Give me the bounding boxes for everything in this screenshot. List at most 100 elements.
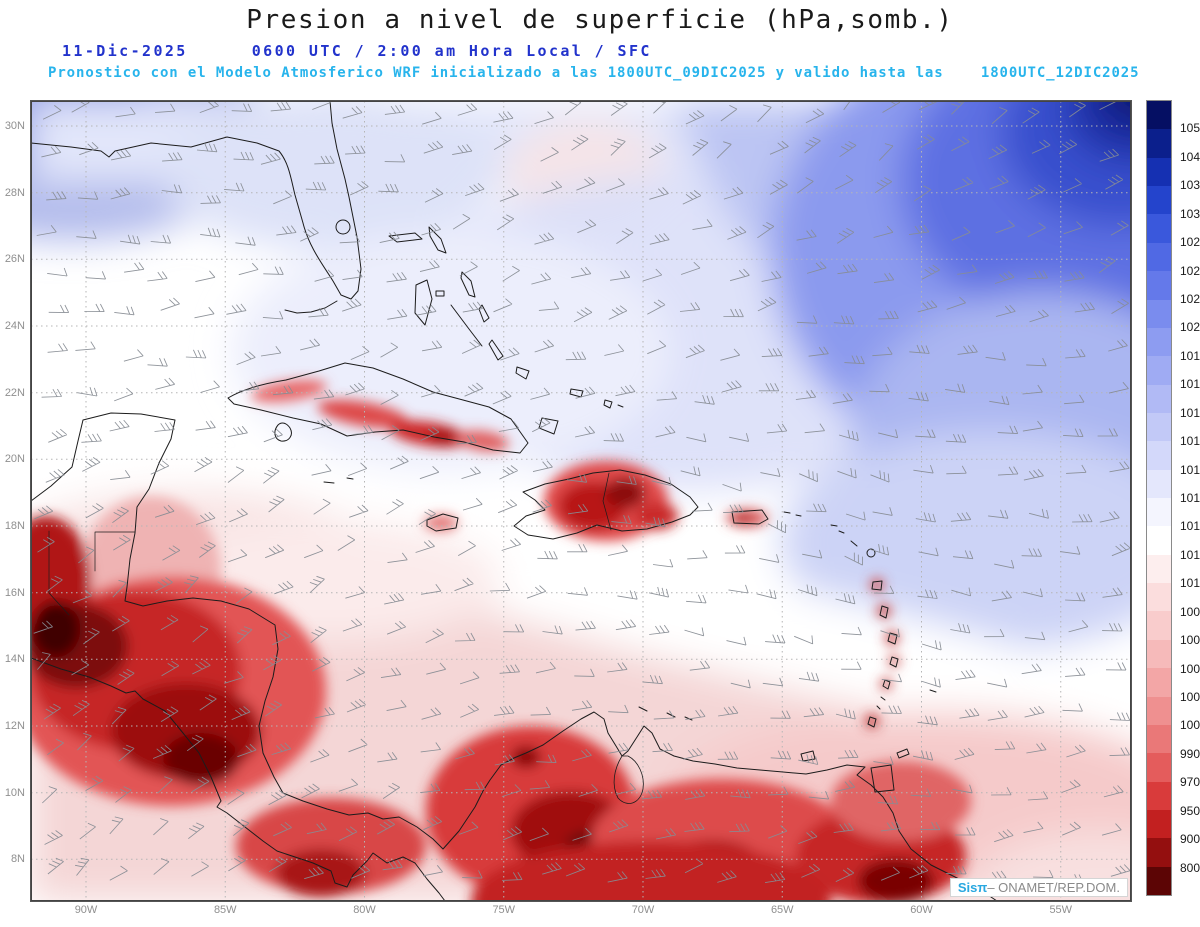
coast-cat-island [478, 304, 490, 323]
colorbar-label: 1035 [1180, 178, 1200, 193]
colorbar-label: 1028 [1180, 235, 1200, 250]
colorbar-segment [1147, 412, 1171, 442]
wind-barbs-path [33, 91, 1131, 884]
border-belize-guatemala [94, 531, 136, 572]
colorbar-label: 900 [1180, 832, 1200, 847]
watermark-brand: Sisπ [957, 880, 988, 895]
colorbar-segment [1147, 838, 1171, 867]
coast-trinidad [870, 764, 895, 793]
header-datetime-line: 11-Dic-2025 0600 UTC / 2:00 am Hora Local… [62, 42, 652, 60]
coast-cuba [227, 362, 529, 454]
lon-axis: 90W 85W 80W 75W 70W 65W 60W 55W [31, 904, 1131, 920]
coast-margarita [800, 750, 816, 762]
coast-turks-caicos [603, 399, 624, 409]
colorbar-segment [1147, 271, 1171, 300]
coast-dominica [879, 605, 889, 619]
coast-grenada [867, 716, 877, 728]
colorbar-label: 1000 [1180, 718, 1200, 733]
colorbar-label: 1040 [1180, 149, 1200, 164]
colorbar-segment [1147, 242, 1171, 272]
coast-st-martin [830, 524, 845, 534]
colorbar-segment [1147, 668, 1171, 697]
lat-label: 8N [10, 853, 25, 866]
colorbar-label: 1050 [1180, 121, 1200, 136]
grid-lines [31, 101, 1131, 901]
lon-label: 85W [213, 904, 237, 916]
colorbar-track [1146, 100, 1172, 896]
colorbar-label: 1018 [1180, 377, 1200, 392]
watermark-credit: – ONAMET/REP.DOM. [987, 880, 1120, 895]
colorbar-segment [1147, 157, 1171, 187]
colorbar: 1050 1040 1035 1030 1028 1025 1022 1020 1019 1018… [1146, 100, 1200, 896]
border-mexico-guatemala [48, 530, 70, 616]
colorbar-segment [1147, 327, 1171, 357]
coastlines [30, 100, 998, 902]
colorbar-label: 1017 [1180, 405, 1200, 420]
colorbar-label: 1008 [1180, 604, 1200, 619]
lat-label: 18N [4, 519, 25, 532]
lon-label: 65W [770, 904, 794, 916]
coast-new-providence [435, 290, 445, 297]
page-title: Presion a nivel de superficie (hPa,somb.… [246, 5, 954, 35]
lon-label: 60W [910, 904, 933, 916]
coast-tobago [896, 748, 910, 759]
lat-label: 22N [4, 386, 25, 399]
coast-st-vincent [882, 679, 891, 690]
lat-axis: 30N 28N 26N 24N 22N 20N 18N 16N 14N 12N 10N 8N [0, 101, 27, 901]
colorbar-segment [1147, 639, 1171, 669]
map-frame: Sisπ– ONAMET/REP.DOM. [0, 21, 1200, 927]
coast-gulf-florida [30, 100, 362, 300]
lon-label: 80W [353, 904, 376, 916]
colorbar-label: 1025 [1180, 263, 1200, 278]
colorbar-segment [1147, 441, 1171, 470]
colorbar-segment [1147, 866, 1171, 896]
lon-label: 90W [74, 904, 98, 916]
coast-florida-keys [284, 300, 338, 314]
colorbar-segment [1147, 214, 1171, 243]
colorbar-segment [1147, 384, 1171, 413]
colorbar-segment [1147, 186, 1171, 215]
coast-andros [414, 279, 433, 326]
lat-label: 10N [4, 786, 25, 799]
colorbar-label: 1015 [1180, 462, 1200, 477]
colorbar-label: 1010 [1180, 576, 1200, 591]
colorbar-label: 950 [1180, 803, 1200, 818]
colorbar-label: 1019 [1180, 348, 1200, 363]
grid-path [31, 101, 1131, 901]
lon-label: 75W [492, 904, 516, 916]
colorbar-label: 1013 [1180, 519, 1200, 534]
colorbar-label: 1030 [1180, 206, 1200, 221]
colorbar-label: 970 [1180, 775, 1200, 790]
coast-st-kitts [850, 540, 858, 547]
colorbar-segment [1147, 526, 1171, 555]
coast-barbados [929, 689, 937, 693]
lon-label: 70W [631, 904, 655, 916]
coast-abaco [428, 226, 447, 254]
wind-barbs [33, 91, 1131, 884]
colorbar-label: 1004 [1180, 661, 1200, 676]
colorbar-label: 1014 [1180, 491, 1200, 505]
coast-long-island [488, 339, 504, 361]
colorbar-segment [1147, 101, 1171, 130]
lat-label: 28N [4, 186, 25, 199]
coast-virgin-islands [783, 511, 802, 517]
colorbar-label: 990 [1180, 746, 1200, 761]
colorbar-segment [1147, 583, 1171, 612]
colorbar-segment [1147, 299, 1171, 328]
colorbar-segment [1147, 724, 1171, 754]
header-date: 11-Dic-2025 [62, 42, 188, 60]
lat-label: 12N [4, 719, 25, 732]
lake-maracaibo [613, 755, 644, 804]
lat-label: 30N [4, 120, 25, 132]
colorbar-segment [1147, 129, 1171, 158]
colorbar-segment [1147, 554, 1171, 584]
coast-guadeloupe [871, 580, 883, 591]
coast-exumas [450, 304, 483, 347]
colorbar-segment [1147, 781, 1171, 810]
colorbar-segment [1147, 696, 1171, 725]
map-border [31, 101, 1131, 901]
colorbar-label: 1016 [1180, 434, 1200, 449]
colorbar-segment [1147, 498, 1171, 527]
coast-great-inagua [538, 417, 559, 435]
